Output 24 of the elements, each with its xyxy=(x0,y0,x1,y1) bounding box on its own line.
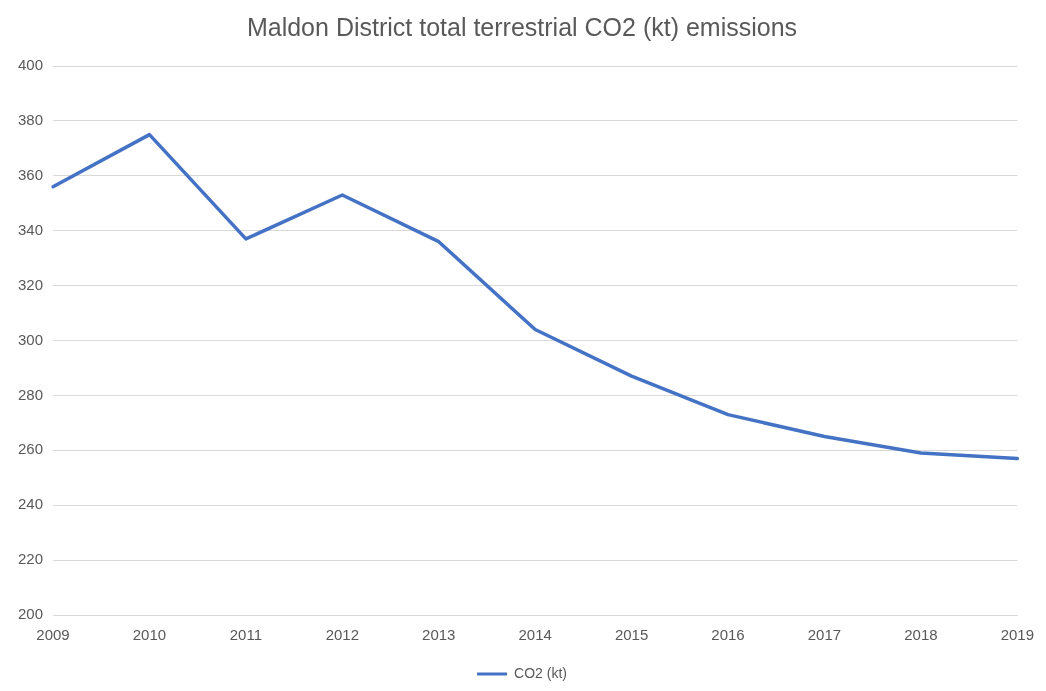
x-tick-label: 2019 xyxy=(1000,626,1034,644)
y-tick-label: 340 xyxy=(18,220,44,238)
chart-title: Maldon District total terrestrial CO2 (kt) emissions xyxy=(246,12,798,41)
x-tick-label: 2011 xyxy=(229,626,263,644)
x-tick-label: 2014 xyxy=(518,626,552,644)
x-tick-label: 2015 xyxy=(614,626,649,644)
x-tick-label: 2013 xyxy=(422,626,456,644)
y-tick-label: 240 xyxy=(18,495,44,513)
x-tick-label: 2016 xyxy=(711,626,745,644)
y-tick-label: 400 xyxy=(18,56,44,74)
y-tick-label: 380 xyxy=(18,111,44,129)
x-tick-label: 2018 xyxy=(904,626,938,644)
y-tick-label: 220 xyxy=(18,550,44,568)
y-tick-label: 280 xyxy=(18,385,44,403)
x-tick-label: 2017 xyxy=(807,626,842,644)
x-tick-label: 2012 xyxy=(325,626,359,644)
y-tick-label: 300 xyxy=(18,330,44,348)
y-tick-label: 360 xyxy=(18,165,44,183)
legend-label: CO2 (kt) xyxy=(514,664,567,681)
y-tick-label: 320 xyxy=(18,275,44,293)
y-tick-label: 260 xyxy=(18,440,44,458)
y-tick-label: 200 xyxy=(18,605,44,623)
x-tick-label: 2010 xyxy=(132,626,167,644)
x-tick-label: 2009 xyxy=(36,626,70,644)
